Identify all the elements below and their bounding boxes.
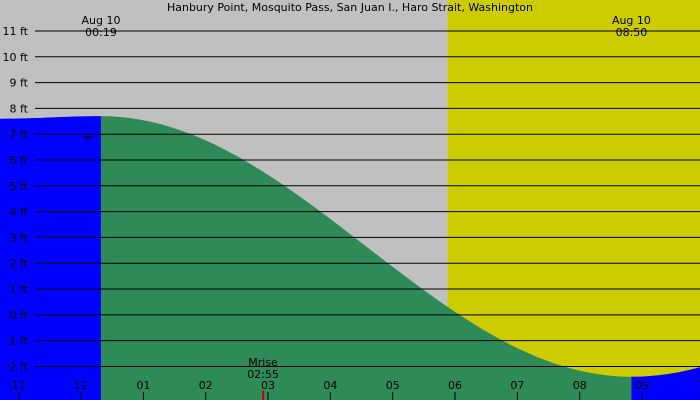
y-tick-label: 10 ft: [3, 51, 29, 64]
x-tick-label: 09: [635, 379, 649, 392]
y-tick-label: 2 ft: [10, 257, 29, 270]
daylight-band: [447, 0, 700, 400]
y-tick-label: -1 ft: [6, 335, 29, 348]
x-tick-label: 06: [448, 379, 462, 392]
x-tick-label: 05: [386, 379, 400, 392]
flood-tide-area: [0, 116, 101, 400]
y-tick-label: 5 ft: [10, 180, 29, 193]
y-tick-label: 9 ft: [10, 77, 29, 90]
y-tick-label: 11 ft: [3, 25, 29, 38]
x-tick-label: 08: [573, 379, 587, 392]
y-tick-label: 1 ft: [10, 283, 29, 296]
daylight-rect: [447, 0, 700, 400]
x-tick-label: 10: [697, 379, 700, 392]
flood-tide-area: [631, 367, 700, 400]
ebb-tide-area: [100, 116, 632, 400]
x-tick-label: 03: [261, 379, 275, 392]
y-tick-label: 8 ft: [10, 102, 29, 115]
chart-title: Hanbury Point, Mosquito Pass, San Juan I…: [167, 1, 533, 14]
x-tick-label: 12: [74, 379, 88, 392]
y-gridlines: [35, 30, 700, 367]
y-tick-label: 0 ft: [10, 309, 29, 322]
event-time: 08:50: [616, 26, 648, 39]
x-tick-label: 04: [323, 379, 337, 392]
x-tick-label: 02: [199, 379, 213, 392]
x-tick-label: 01: [136, 379, 150, 392]
x-tick-label: 11: [12, 379, 26, 392]
event-date: Aug 10: [612, 14, 651, 27]
x-axis-hour-labels: 1112010203040506070809101112010203040506…: [12, 379, 700, 400]
x-tick-label: 07: [510, 379, 524, 392]
y-tick-label: 3 ft: [10, 231, 29, 244]
event-date: Aug 10: [81, 14, 120, 27]
y-tick-label: 6 ft: [10, 154, 29, 167]
tide-area: [0, 116, 700, 400]
y-tick-label: -2 ft: [6, 360, 29, 373]
y-tick-label: 7 ft: [10, 128, 29, 141]
moon-event-name: Mrise: [248, 356, 278, 369]
event-time: 00:19: [85, 26, 117, 39]
y-axis-labels: -2 ft -1 ft 0 ft 1 ft 2 ft 3 ft 4 ft 5 ft 6 ft 7 …: [3, 25, 29, 373]
y-tick-label: 4 ft: [10, 206, 29, 219]
crosshair-icon: [84, 133, 92, 141]
moon-event-time: 02:55: [247, 368, 279, 381]
